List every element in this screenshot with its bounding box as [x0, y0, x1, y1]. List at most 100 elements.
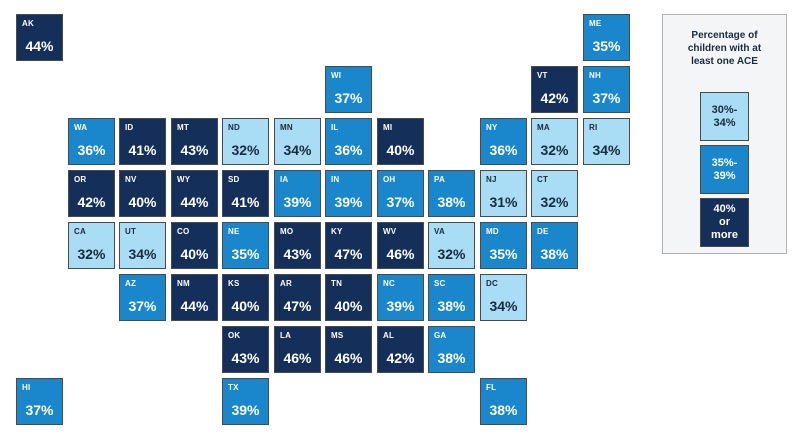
- legend-swatch-35-39-line-1: 35%-: [711, 156, 738, 169]
- state-abbr: WY: [177, 175, 191, 184]
- state-tile-nv: NV 40%: [119, 170, 166, 217]
- state-abbr: IN: [331, 175, 340, 184]
- legend-swatch-40-line-3: more: [711, 229, 738, 241]
- state-abbr: MN: [280, 123, 293, 132]
- legend-swatch-40-line-1: 40%: [713, 203, 736, 215]
- state-tile-ga: GA 38%: [428, 326, 475, 373]
- state-tile-md: MD 35%: [480, 222, 527, 269]
- state-abbr: NV: [125, 175, 137, 184]
- state-value: 36%: [334, 142, 363, 158]
- state-abbr: NE: [228, 227, 240, 236]
- state-value: 47%: [283, 298, 312, 314]
- state-tile-vt: VT 42%: [531, 66, 578, 113]
- state-tile-wa: WA 36%: [68, 118, 115, 165]
- state-abbr: NY: [486, 123, 498, 132]
- state-abbr: GA: [434, 331, 447, 340]
- state-value: 34%: [128, 246, 157, 262]
- legend-swatch-30-34-line-2: 34%: [713, 116, 736, 129]
- state-tile-ut: UT 34%: [119, 222, 166, 269]
- state-abbr: NJ: [486, 175, 497, 184]
- state-tile-tx: TX 39%: [222, 378, 269, 425]
- legend-swatch-40-line-2: or: [719, 216, 730, 228]
- state-value: 39%: [231, 402, 260, 418]
- state-tile-or: OR 42%: [68, 170, 115, 217]
- state-value: 37%: [25, 402, 54, 418]
- state-abbr: TN: [331, 279, 343, 288]
- state-tile-ar: AR 47%: [274, 274, 321, 321]
- state-value: 38%: [437, 350, 466, 366]
- state-abbr: DE: [537, 227, 549, 236]
- state-tile-az: AZ 37%: [119, 274, 166, 321]
- state-abbr: IL: [331, 123, 339, 132]
- state-value: 37%: [386, 194, 415, 210]
- state-abbr: AK: [22, 19, 34, 28]
- state-value: 32%: [77, 246, 106, 262]
- state-tile-id: ID 41%: [119, 118, 166, 165]
- state-tile-fl: FL 38%: [480, 378, 527, 425]
- state-value: 37%: [592, 90, 621, 106]
- state-tile-ct: CT 32%: [531, 170, 578, 217]
- legend-swatch-35-39: 35%- 39%: [700, 145, 749, 194]
- state-tile-sd: SD 41%: [222, 170, 269, 217]
- state-tile-wy: WY 44%: [171, 170, 218, 217]
- state-value: 35%: [231, 246, 260, 262]
- state-abbr: AZ: [125, 279, 137, 288]
- state-tile-ak: AK 44%: [16, 14, 63, 61]
- state-value: 38%: [437, 194, 466, 210]
- state-value: 32%: [231, 142, 260, 158]
- state-abbr: PA: [434, 175, 445, 184]
- legend-title-line-3: least one ACE: [691, 56, 758, 67]
- state-abbr: TX: [228, 383, 239, 392]
- state-value: 36%: [77, 142, 106, 158]
- state-value: 40%: [386, 142, 415, 158]
- state-abbr: MD: [486, 227, 499, 236]
- state-tile-sc: SC 38%: [428, 274, 475, 321]
- legend-title-line-2: children with at: [687, 43, 762, 54]
- state-abbr: SC: [434, 279, 446, 288]
- state-abbr: MS: [331, 331, 344, 340]
- state-value: 38%: [540, 246, 569, 262]
- state-abbr: WA: [74, 123, 88, 132]
- state-abbr: NM: [177, 279, 190, 288]
- state-abbr: SD: [228, 175, 240, 184]
- state-tile-mo: MO 43%: [274, 222, 321, 269]
- state-tile-va: VA 32%: [428, 222, 475, 269]
- state-tile-mt: MT 43%: [171, 118, 218, 165]
- state-value: 42%: [540, 90, 569, 106]
- state-tile-ri: RI 34%: [583, 118, 630, 165]
- legend-swatch-30-34-line-1: 30%-: [711, 103, 738, 116]
- state-tile-nm: NM 44%: [171, 274, 218, 321]
- state-tile-wv: WV 46%: [377, 222, 424, 269]
- state-value: 37%: [334, 90, 363, 106]
- state-abbr: OH: [383, 175, 396, 184]
- state-value: 31%: [489, 194, 518, 210]
- state-value: 41%: [128, 142, 157, 158]
- state-abbr: VT: [537, 71, 548, 80]
- state-abbr: HI: [22, 383, 31, 392]
- state-abbr: MA: [537, 123, 550, 132]
- state-value: 42%: [77, 194, 106, 210]
- state-tile-ia: IA 39%: [274, 170, 321, 217]
- state-tile-dc: DC 34%: [480, 274, 527, 321]
- state-value: 46%: [386, 246, 415, 262]
- legend-swatch-35-39-line-2: 39%: [713, 169, 736, 182]
- state-value: 43%: [231, 350, 260, 366]
- state-value: 44%: [180, 194, 209, 210]
- state-tile-ma: MA 32%: [531, 118, 578, 165]
- state-abbr: WI: [331, 71, 342, 80]
- state-abbr: CT: [537, 175, 549, 184]
- state-value: 34%: [489, 298, 518, 314]
- state-tile-wi: WI 37%: [325, 66, 372, 113]
- state-value: 39%: [386, 298, 415, 314]
- state-tile-nc: NC 39%: [377, 274, 424, 321]
- state-tile-de: DE 38%: [531, 222, 578, 269]
- state-abbr: IA: [280, 175, 289, 184]
- state-value: 39%: [283, 194, 312, 210]
- state-value: 37%: [128, 298, 157, 314]
- state-abbr: AL: [383, 331, 395, 340]
- state-value: 38%: [489, 402, 518, 418]
- state-value: 43%: [180, 142, 209, 158]
- state-value: 43%: [283, 246, 312, 262]
- state-abbr: MT: [177, 123, 189, 132]
